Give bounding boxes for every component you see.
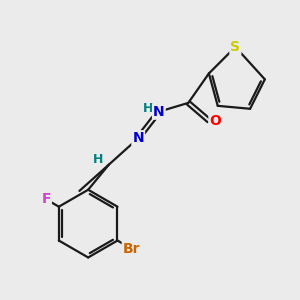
Text: H: H: [142, 102, 153, 115]
Text: S: S: [230, 40, 240, 54]
Text: O: O: [209, 114, 221, 128]
Text: H: H: [92, 153, 103, 166]
Text: N: N: [153, 105, 165, 119]
Text: F: F: [41, 192, 51, 206]
Text: Br: Br: [123, 242, 140, 256]
Text: N: N: [132, 131, 144, 145]
